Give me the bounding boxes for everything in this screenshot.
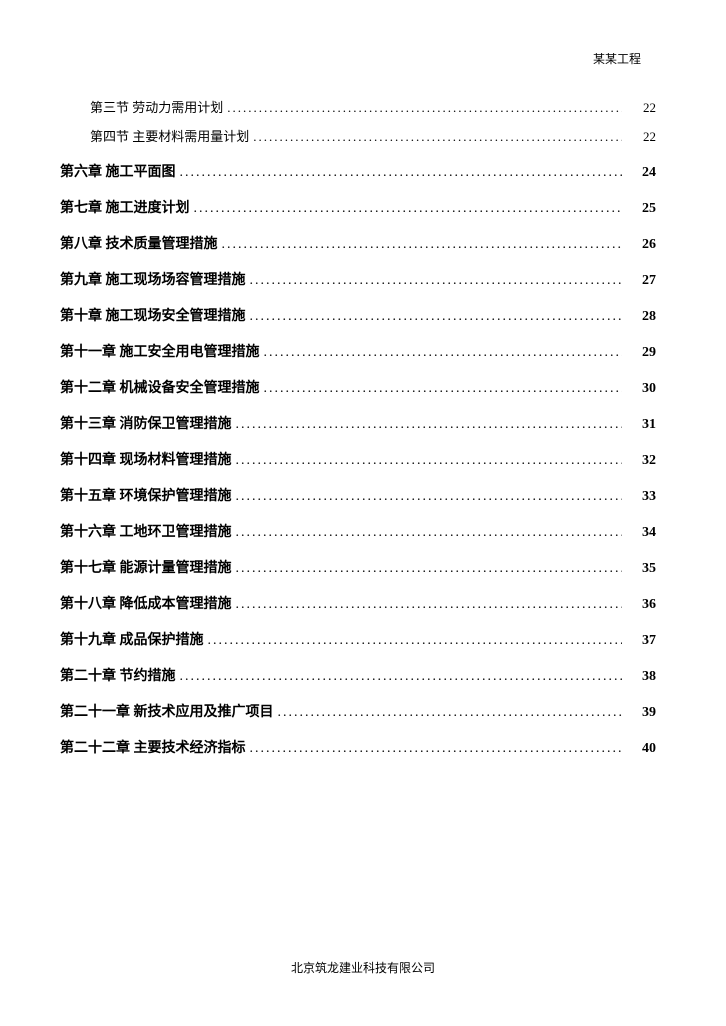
toc-page-number: 39 bbox=[626, 705, 666, 721]
toc-entry: 第十一章 施工安全用电管理措施 29 bbox=[60, 341, 666, 361]
toc-title: 第十二章 机械设备安全管理措施 bbox=[60, 377, 260, 397]
toc-dots bbox=[208, 633, 623, 649]
toc-dots bbox=[236, 453, 623, 469]
toc-dots bbox=[194, 201, 623, 217]
page-footer: 北京筑龙建业科技有限公司 bbox=[0, 959, 726, 976]
toc-dots bbox=[250, 309, 623, 325]
toc-page-number: 31 bbox=[626, 417, 666, 433]
toc-page-number: 22 bbox=[626, 100, 666, 116]
toc-entry: 第二十章 节约措施 38 bbox=[60, 665, 666, 685]
toc-title: 第十九章 成品保护措施 bbox=[60, 629, 204, 649]
toc-entry: 第十六章 工地环卫管理措施 34 bbox=[60, 521, 666, 541]
toc-entry: 第四节 主要材料需用量计划 22 bbox=[60, 126, 666, 145]
toc-title: 第三节 劳动力需用计划 bbox=[90, 97, 223, 116]
toc-dots bbox=[222, 237, 623, 253]
toc-title: 第十一章 施工安全用电管理措施 bbox=[60, 341, 260, 361]
toc-title: 第二十章 节约措施 bbox=[60, 665, 176, 685]
toc-title: 第七章 施工进度计划 bbox=[60, 197, 190, 217]
toc-page-number: 37 bbox=[626, 633, 666, 649]
toc-title: 第十四章 现场材料管理措施 bbox=[60, 449, 232, 469]
toc-page-number: 22 bbox=[626, 129, 666, 145]
toc-dots bbox=[236, 489, 623, 505]
toc-title: 第十五章 环境保护管理措施 bbox=[60, 485, 232, 505]
toc-page-number: 27 bbox=[626, 273, 666, 289]
toc-page-number: 24 bbox=[626, 165, 666, 181]
toc-page-number: 38 bbox=[626, 669, 666, 685]
toc-entry: 第十四章 现场材料管理措施 32 bbox=[60, 449, 666, 469]
toc-title: 第二十一章 新技术应用及推广项目 bbox=[60, 701, 274, 721]
toc-entry: 第十七章 能源计量管理措施 35 bbox=[60, 557, 666, 577]
toc-entry: 第十五章 环境保护管理措施 33 bbox=[60, 485, 666, 505]
toc-title: 第四节 主要材料需用量计划 bbox=[90, 126, 249, 145]
toc-entry: 第八章 技术质量管理措施 26 bbox=[60, 233, 666, 253]
toc-title: 第十三章 消防保卫管理措施 bbox=[60, 413, 232, 433]
toc-entry: 第三节 劳动力需用计划 22 bbox=[60, 97, 666, 116]
toc-dots bbox=[236, 417, 623, 433]
toc-title: 第十七章 能源计量管理措施 bbox=[60, 557, 232, 577]
toc-page-number: 35 bbox=[626, 561, 666, 577]
toc-page-number: 32 bbox=[626, 453, 666, 469]
toc-page-number: 33 bbox=[626, 489, 666, 505]
toc-title: 第二十二章 主要技术经济指标 bbox=[60, 737, 246, 757]
toc-entry: 第十二章 机械设备安全管理措施 30 bbox=[60, 377, 666, 397]
toc-title: 第九章 施工现场场容管理措施 bbox=[60, 269, 246, 289]
toc-entry: 第十章 施工现场安全管理措施 28 bbox=[60, 305, 666, 325]
company-name: 北京筑龙建业科技有限公司 bbox=[291, 961, 435, 975]
toc-dots bbox=[264, 381, 623, 397]
toc-page-number: 29 bbox=[626, 345, 666, 361]
toc-page-number: 25 bbox=[626, 201, 666, 217]
toc-page-number: 26 bbox=[626, 237, 666, 253]
toc-page-number: 40 bbox=[626, 741, 666, 757]
toc-dots bbox=[264, 345, 623, 361]
toc-dots bbox=[236, 597, 623, 613]
toc-entry: 第七章 施工进度计划 25 bbox=[60, 197, 666, 217]
toc-entry: 第九章 施工现场场容管理措施 27 bbox=[60, 269, 666, 289]
toc-entry: 第六章 施工平面图 24 bbox=[60, 161, 666, 181]
toc-entry: 第十九章 成品保护措施 37 bbox=[60, 629, 666, 649]
toc-dots bbox=[227, 100, 622, 116]
toc-title: 第十六章 工地环卫管理措施 bbox=[60, 521, 232, 541]
toc-entry: 第十三章 消防保卫管理措施 31 bbox=[60, 413, 666, 433]
toc-title: 第六章 施工平面图 bbox=[60, 161, 176, 181]
toc-dots bbox=[236, 525, 623, 541]
toc-dots bbox=[236, 561, 623, 577]
toc-dots bbox=[250, 741, 623, 757]
table-of-contents: 第三节 劳动力需用计划22第四节 主要材料需用量计划22第六章 施工平面图24第… bbox=[60, 97, 666, 757]
toc-dots bbox=[278, 705, 623, 721]
toc-page-number: 28 bbox=[626, 309, 666, 325]
toc-title: 第十八章 降低成本管理措施 bbox=[60, 593, 232, 613]
toc-dots bbox=[253, 129, 622, 145]
toc-entry: 第十八章 降低成本管理措施 36 bbox=[60, 593, 666, 613]
toc-page-number: 34 bbox=[626, 525, 666, 541]
toc-entry: 第二十一章 新技术应用及推广项目 39 bbox=[60, 701, 666, 721]
toc-page-number: 30 bbox=[626, 381, 666, 397]
page-header: 某某工程 bbox=[60, 50, 666, 67]
toc-page-number: 36 bbox=[626, 597, 666, 613]
project-name: 某某工程 bbox=[593, 52, 641, 66]
toc-title: 第八章 技术质量管理措施 bbox=[60, 233, 218, 253]
toc-dots bbox=[180, 669, 623, 685]
toc-dots bbox=[180, 165, 623, 181]
toc-title: 第十章 施工现场安全管理措施 bbox=[60, 305, 246, 325]
toc-dots bbox=[250, 273, 623, 289]
toc-entry: 第二十二章 主要技术经济指标 40 bbox=[60, 737, 666, 757]
